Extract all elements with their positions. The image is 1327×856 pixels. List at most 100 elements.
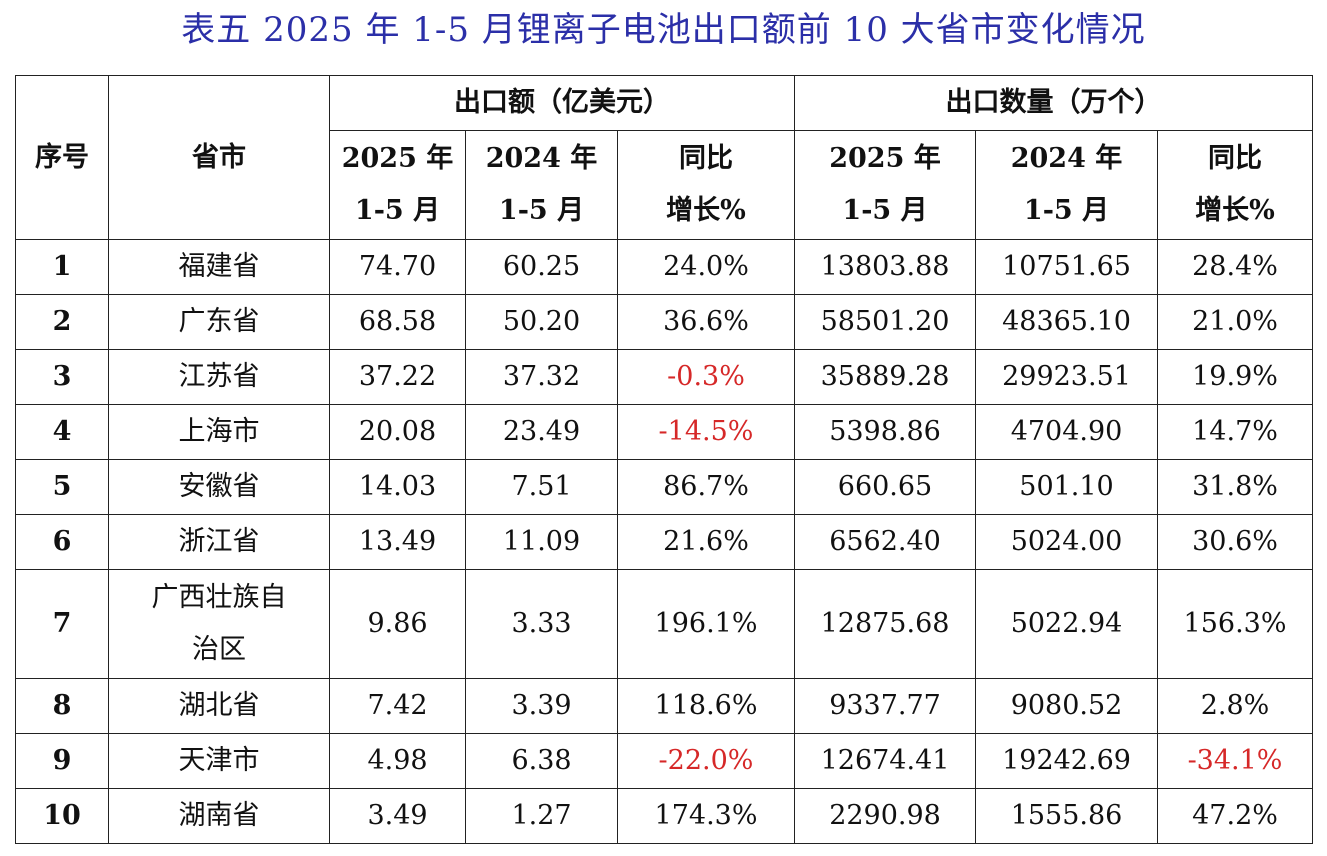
- export-table: 序号 省市 出口额（亿美元） 出口数量（万个） 2025 年 1-5 月 2024…: [15, 75, 1314, 844]
- cell-qty-2024: 29923.51: [975, 349, 1159, 405]
- cell-province: 湖北省: [108, 678, 330, 734]
- cell-value-yoy: 86.7%: [616, 459, 796, 515]
- cell-qty-2025: 660.65: [794, 459, 977, 515]
- cell-value-2024: 60.25: [465, 239, 618, 295]
- cell-qty-yoy: 47.2%: [1157, 788, 1314, 844]
- cell-value-2025: 68.58: [329, 294, 466, 350]
- cell-value-2024: 3.39: [465, 678, 618, 734]
- cell-qty-2025: 58501.20: [794, 294, 977, 350]
- header-value-yoy: 同比增长%: [616, 130, 796, 240]
- table-row: 9 天津市 4.98 6.38 -22.0% 12674.41 19242.69…: [15, 733, 1314, 789]
- table-row: 6 浙江省 13.49 11.09 21.6% 6562.40 5024.00 …: [15, 514, 1314, 570]
- cell-qty-yoy: 14.7%: [1157, 404, 1314, 460]
- cell-province: 湖南省: [108, 788, 330, 844]
- header-line: 增长%: [1195, 195, 1275, 226]
- cell-value-yoy: 24.0%: [616, 239, 796, 295]
- cell-seq: 4: [15, 404, 109, 460]
- cell-qty-2025: 2290.98: [794, 788, 977, 844]
- header-qty-2024: 2024 年 1-5 月: [975, 130, 1159, 240]
- header-line: 1-5 月: [1023, 195, 1110, 226]
- cell-value-yoy: 36.6%: [616, 294, 796, 350]
- header-group-value: 出口额（亿美元）: [328, 75, 796, 131]
- cell-qty-2024: 19242.69: [975, 733, 1159, 789]
- cell-seq: 1: [15, 239, 109, 295]
- header-row-groups: 序号 省市 出口额（亿美元） 出口数量（万个）: [15, 75, 1314, 240]
- header-line: 同比: [679, 143, 733, 174]
- header-qty-2025: 2025 年 1-5 月: [794, 130, 977, 240]
- cell-province: 上海市: [108, 404, 330, 460]
- cell-qty-2025: 12674.41: [794, 733, 977, 789]
- cell-qty-2025: 9337.77: [794, 678, 977, 734]
- province-line: 治区: [192, 634, 246, 665]
- cell-qty-yoy: 156.3%: [1157, 569, 1314, 679]
- province-line: 广西壮族自: [151, 582, 287, 613]
- table-row: 2 广东省 68.58 50.20 36.6% 58501.20 48365.1…: [15, 294, 1314, 350]
- cell-value-yoy: 21.6%: [616, 514, 796, 570]
- cell-value-2025: 14.03: [329, 459, 466, 515]
- header-row-columns: 2025 年 1-5 月 2024 年 1-5 月 同比增长% 2025 年 1-5 …: [16, 130, 1314, 240]
- cell-qty-yoy: -34.1%: [1157, 733, 1314, 789]
- cell-value-2024: 37.32: [465, 349, 618, 405]
- cell-qty-2024: 5024.00: [975, 514, 1159, 570]
- cell-qty-2024: 48365.10: [975, 294, 1159, 350]
- cell-value-2024: 50.20: [465, 294, 618, 350]
- cell-value-yoy: 118.6%: [616, 678, 796, 734]
- cell-value-2024: 1.27: [465, 788, 618, 844]
- header-line: 2025 年: [341, 143, 454, 174]
- header-line: 2024 年: [485, 143, 598, 174]
- cell-qty-yoy: 2.8%: [1157, 678, 1314, 734]
- header-line: 同比: [1208, 143, 1263, 174]
- cell-qty-2025: 6562.40: [794, 514, 977, 570]
- cell-value-2024: 7.51: [465, 459, 618, 515]
- cell-qty-2024: 501.10: [975, 459, 1159, 515]
- table-row: 4 上海市 20.08 23.49 -14.5% 5398.86 4704.90…: [15, 404, 1314, 460]
- header-line: 2025 年: [829, 143, 941, 174]
- header-line: 1-5 月: [498, 195, 585, 226]
- header-group-quantity: 出口数量（万个）: [794, 75, 1314, 131]
- cell-seq: 7: [15, 569, 109, 679]
- table-row: 10 湖南省 3.49 1.27 174.3% 2290.98 1555.86 …: [15, 788, 1314, 844]
- cell-qty-yoy: 28.4%: [1157, 239, 1314, 295]
- cell-value-2025: 9.86: [329, 569, 466, 679]
- header-value-2025: 2025 年 1-5 月: [329, 130, 466, 240]
- cell-province: 广西壮族自 治区: [108, 569, 330, 679]
- table-row: 5 安徽省 14.03 7.51 86.7% 660.65 501.10 31.…: [15, 459, 1314, 515]
- cell-province: 浙江省: [108, 514, 330, 570]
- cell-value-2025: 3.49: [329, 788, 466, 844]
- cell-value-2025: 7.42: [329, 678, 466, 734]
- table-row: 7 广西壮族自 治区 9.86 3.33 196.1% 12875.68 5022…: [15, 569, 1314, 679]
- cell-value-yoy: 174.3%: [616, 788, 796, 844]
- cell-value-yoy: -0.3%: [616, 349, 796, 405]
- header-seq: 序号: [15, 75, 109, 240]
- header-qty-yoy: 同比增长%: [1157, 130, 1314, 240]
- cell-qty-2024: 5022.94: [975, 569, 1159, 679]
- cell-qty-yoy: 30.6%: [1157, 514, 1314, 570]
- cell-qty-yoy: 19.9%: [1157, 349, 1314, 405]
- header-line: 2024 年: [1010, 143, 1123, 174]
- cell-province: 江苏省: [108, 349, 330, 405]
- cell-seq: 6: [15, 514, 109, 570]
- header-line: 1-5 月: [842, 195, 928, 226]
- cell-seq: 5: [15, 459, 109, 515]
- header-value-2024: 2024 年 1-5 月: [465, 130, 618, 240]
- cell-seq: 3: [15, 349, 109, 405]
- cell-seq: 8: [15, 678, 109, 734]
- table-row: 8 湖北省 7.42 3.39 118.6% 9337.77 9080.52 2…: [15, 678, 1314, 734]
- cell-qty-2024: 1555.86: [975, 788, 1159, 844]
- header-line: 1-5 月: [354, 195, 441, 226]
- cell-province: 广东省: [108, 294, 330, 350]
- cell-qty-2024: 10751.65: [975, 239, 1159, 295]
- cell-province: 安徽省: [108, 459, 330, 515]
- cell-value-yoy: -22.0%: [616, 733, 796, 789]
- cell-value-2025: 13.49: [329, 514, 466, 570]
- cell-value-2025: 37.22: [329, 349, 466, 405]
- cell-qty-2025: 12875.68: [794, 569, 977, 679]
- page-title: 表五 2025 年 1-5 月锂离子电池出口额前 10 大省市变化情况: [181, 10, 1146, 50]
- cell-province: 天津市: [108, 733, 330, 789]
- header-line: 增长%: [666, 195, 746, 226]
- cell-seq: 2: [15, 294, 109, 350]
- cell-value-2025: 20.08: [329, 404, 466, 460]
- cell-qty-2024: 9080.52: [975, 678, 1159, 734]
- cell-value-yoy: 196.1%: [616, 569, 796, 679]
- cell-value-2025: 74.70: [329, 239, 466, 295]
